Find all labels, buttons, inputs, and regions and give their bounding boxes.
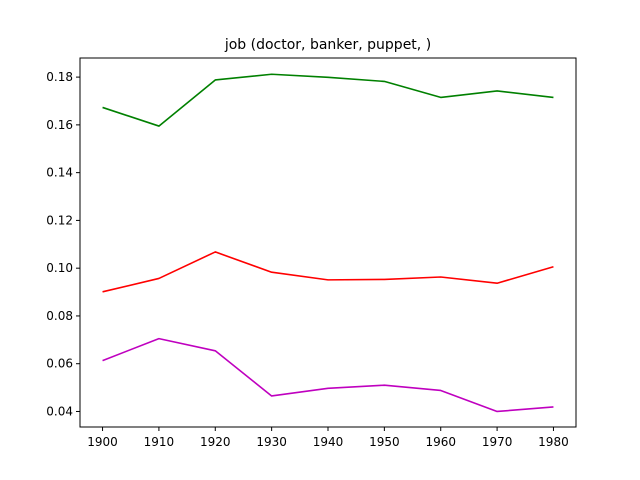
x-tick-label: 1960 (425, 435, 456, 449)
y-tick-label: 0.14 (46, 166, 73, 180)
y-tick-label: 0.16 (46, 118, 73, 132)
x-tick-label: 1900 (87, 435, 118, 449)
plot-frame (79, 57, 577, 428)
x-tick-label: 1930 (256, 435, 287, 449)
x-tick-label: 1980 (538, 435, 569, 449)
x-tick-label: 1920 (200, 435, 231, 449)
y-tick-label: 0.12 (46, 213, 73, 227)
y-tick-label: 0.04 (46, 404, 73, 418)
x-tick-label: 1950 (369, 435, 400, 449)
x-tick-label: 1970 (482, 435, 513, 449)
y-tick-label: 0.10 (46, 261, 73, 275)
x-tick-label: 1910 (144, 435, 175, 449)
series-layer (102, 73, 554, 413)
y-tick-label: 0.08 (46, 309, 73, 323)
x-tick-label: 1940 (313, 435, 344, 449)
x-axis: 1900 1910 1920 1930 1940 1950 1960 1970 1980 (87, 427, 569, 449)
y-tick-label: 0.18 (46, 70, 73, 84)
chart-title: job (doctor, banker, puppet, ) (224, 37, 431, 53)
y-axis: 0.04 0.06 0.08 0.10 0.12 0.14 0.16 0.18 (46, 70, 80, 418)
y-tick-label: 0.06 (46, 357, 73, 371)
